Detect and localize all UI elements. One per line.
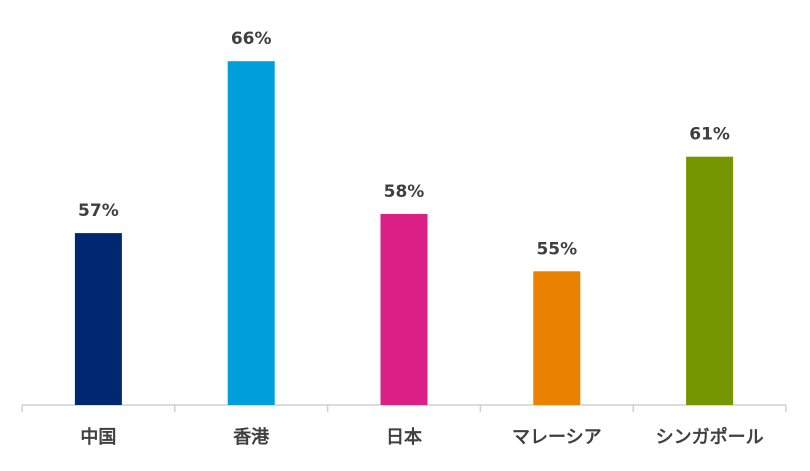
bar bbox=[74, 233, 122, 405]
x-tick-label: 香港 bbox=[232, 427, 270, 448]
x-tick-label: 中国 bbox=[80, 426, 116, 448]
value-label: 61% bbox=[689, 125, 730, 145]
value-label: 66% bbox=[231, 29, 272, 49]
value-label: 58% bbox=[384, 182, 425, 202]
x-tick-label: マレーシア bbox=[512, 427, 602, 448]
bar bbox=[380, 214, 428, 405]
value-label: 55% bbox=[536, 239, 577, 259]
bar bbox=[686, 156, 734, 405]
x-tick-label: シンガポール bbox=[656, 426, 764, 448]
bar bbox=[533, 271, 581, 405]
bar bbox=[227, 61, 275, 405]
value-label: 57% bbox=[78, 201, 119, 221]
x-tick-label: 日本 bbox=[386, 426, 422, 448]
